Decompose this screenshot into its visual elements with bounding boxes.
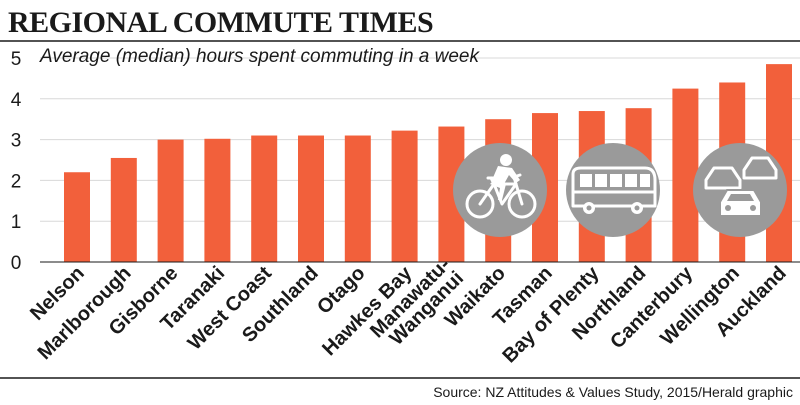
bar	[64, 172, 90, 262]
y-tick-label: 5	[11, 49, 22, 70]
bar	[251, 135, 278, 262]
chart-subtitle: Average (median) hours spent commuting i…	[39, 46, 480, 67]
bus-icon-circle	[566, 143, 660, 237]
bars	[64, 64, 792, 263]
bicycle-icon	[453, 143, 547, 237]
bar	[298, 135, 324, 262]
y-tick-label: 3	[11, 131, 22, 152]
commute-icons	[453, 143, 787, 237]
bar	[344, 135, 371, 262]
chart-title: REGIONAL COMMUTE TIMES	[8, 6, 433, 39]
traffic-cars-icon	[693, 143, 787, 237]
y-tick-label: 0	[11, 253, 22, 274]
bar	[204, 138, 231, 262]
bus-icon	[566, 143, 660, 237]
y-tick-label: 2	[11, 171, 22, 192]
source-note: Source: NZ Attitudes & Values Study, 201…	[433, 384, 793, 400]
y-tick-label: 1	[11, 212, 22, 233]
y-tick-label: 4	[11, 90, 22, 111]
bar	[110, 157, 137, 262]
bar	[157, 139, 184, 262]
bar	[391, 130, 418, 262]
bar	[672, 88, 699, 262]
y-axis-ticks: 0 1 2 3 4 5	[11, 49, 22, 274]
